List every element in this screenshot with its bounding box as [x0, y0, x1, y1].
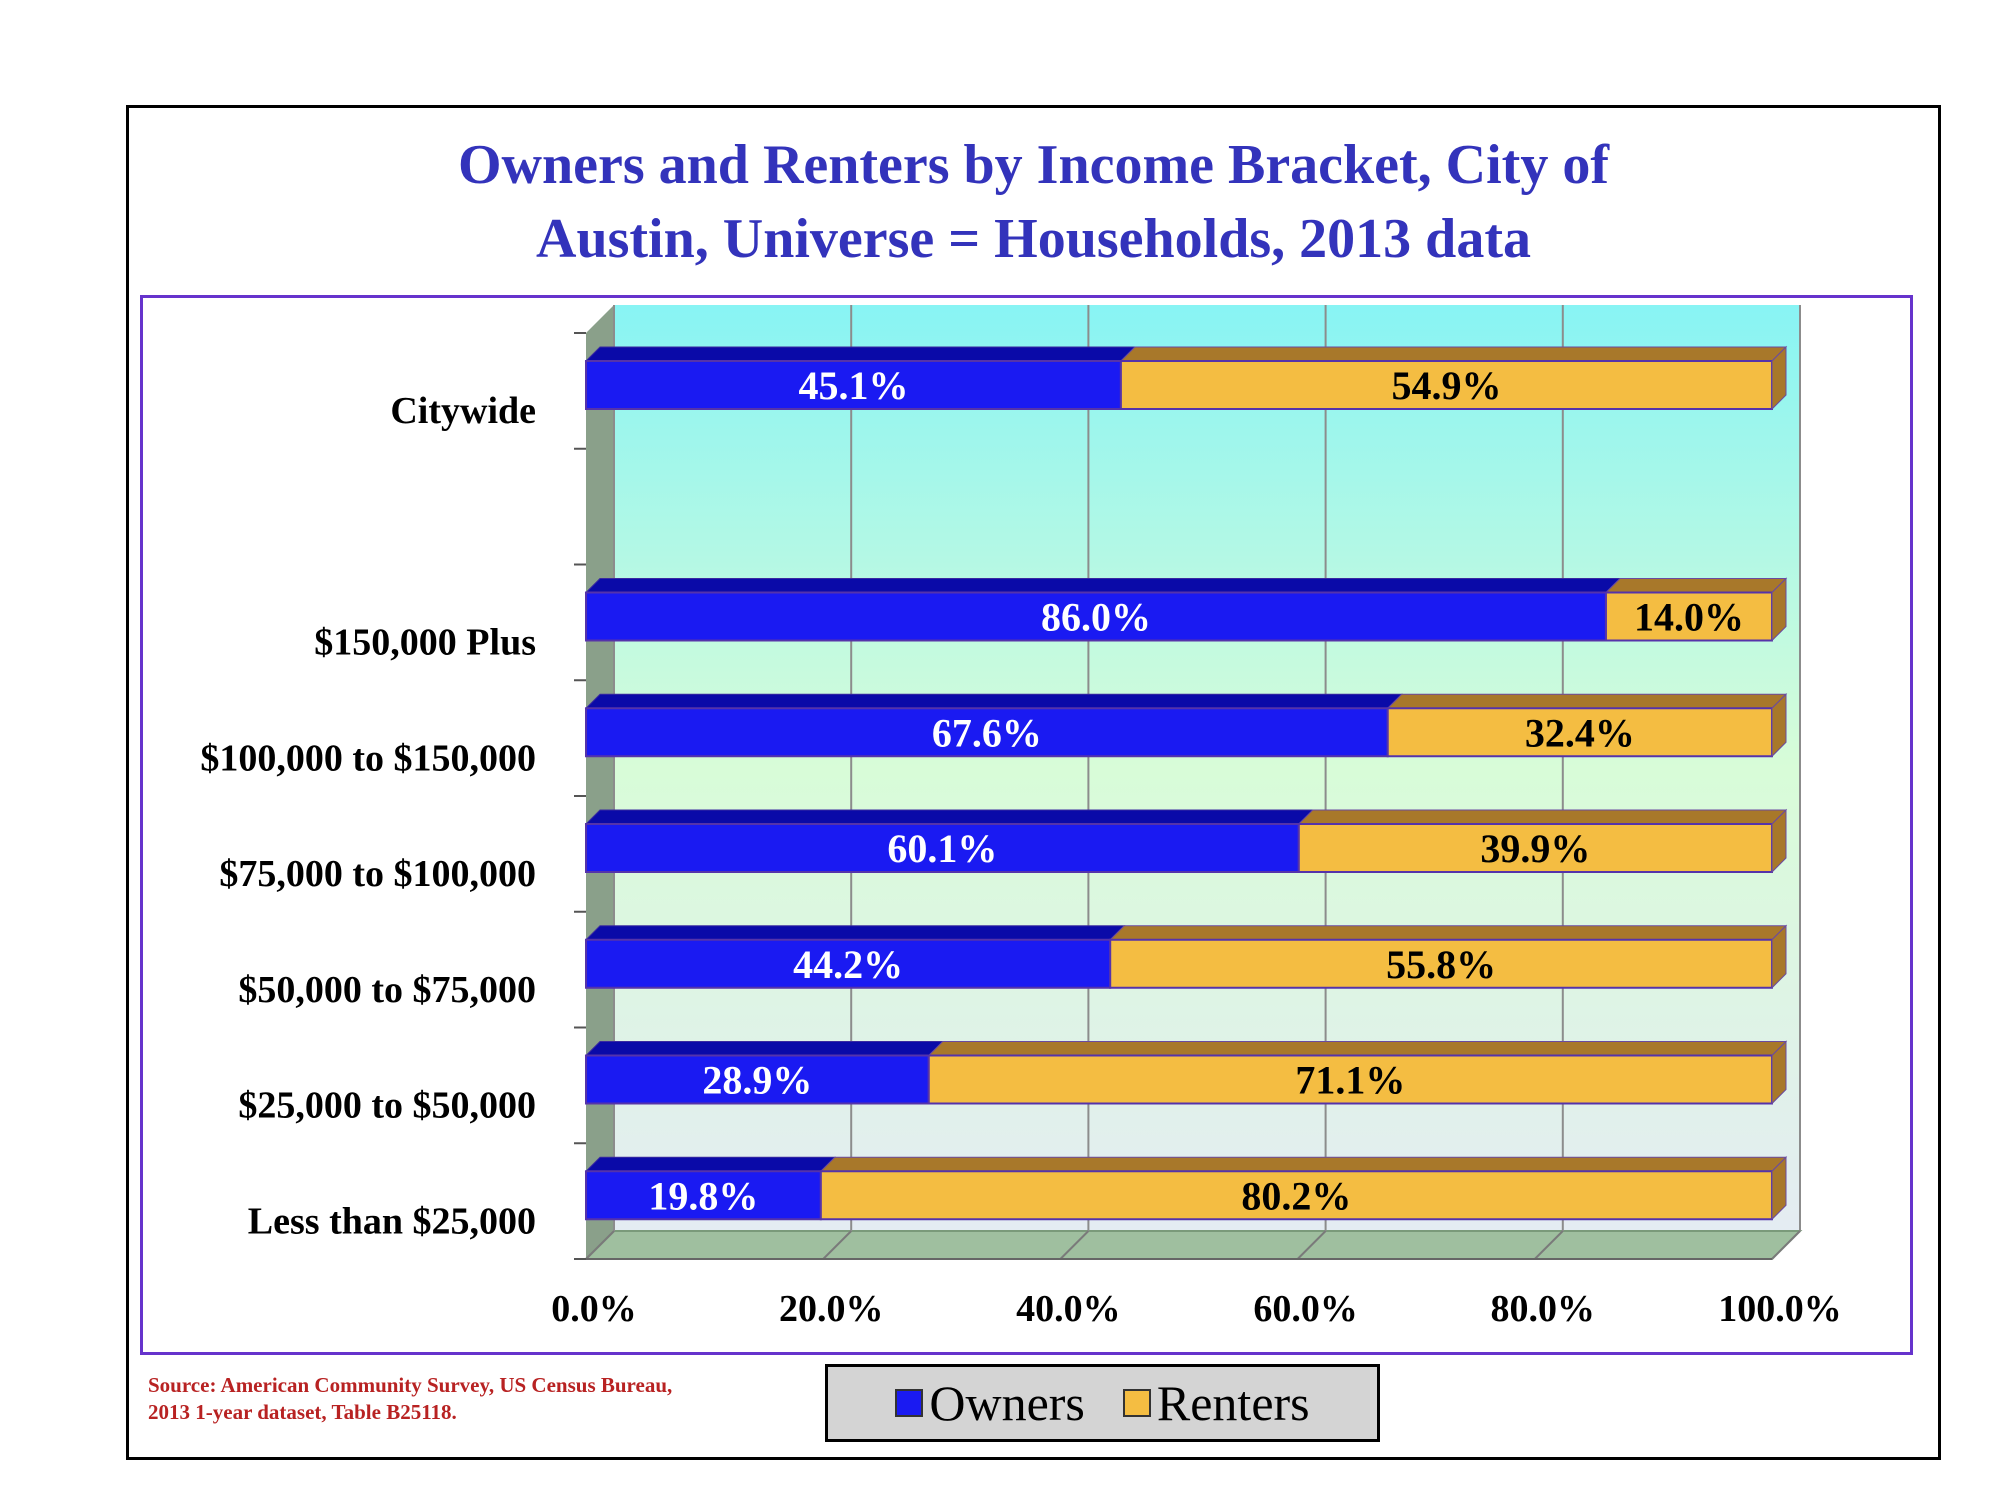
bar-end-cap [1771, 1040, 1787, 1105]
source-note: Source: American Community Survey, US Ce… [148, 1372, 672, 1426]
x-tick-label: 40.0% [1016, 1288, 1121, 1330]
data-label-renters: 55.8% [1386, 942, 1496, 987]
bar-owners [585, 707, 1389, 758]
data-label-owners: 28.9% [702, 1058, 812, 1103]
x-tick-label: 80.0% [1491, 1288, 1596, 1330]
floor-tick-line [1296, 1230, 1327, 1260]
x-tick-label: 100.0% [1718, 1288, 1842, 1330]
x-tick-label: 20.0% [779, 1288, 884, 1330]
chart-title: Owners and Renters by Income Bracket, Ci… [126, 128, 1941, 276]
data-label-renters: 80.2% [1241, 1173, 1351, 1218]
legend-item-owners: Owners [895, 1374, 1085, 1432]
bar-end-cap [1771, 808, 1787, 874]
legend-label-renters: Renters [1156, 1375, 1310, 1431]
category-label: $50,000 to $75,000 [238, 969, 536, 1011]
bar-owners-top [584, 578, 1622, 593]
bar-renters-top [1109, 925, 1788, 941]
data-label-owners: 67.6% [932, 710, 1042, 755]
bar-end-cap [1771, 924, 1787, 989]
bar-renters [1386, 707, 1773, 758]
source-line-1: Source: American Community Survey, US Ce… [148, 1373, 673, 1397]
data-label-owners: 86.0% [1041, 595, 1151, 640]
category-label: Citywide [390, 390, 536, 432]
bar-end-cap [1771, 693, 1787, 758]
data-label-renters: 71.1% [1295, 1058, 1405, 1103]
floor-tick-line [1771, 1230, 1801, 1260]
legend-swatch-owners [895, 1389, 924, 1417]
bar-owners [585, 1170, 822, 1221]
floor-tick-line [822, 1230, 852, 1260]
data-label-renters: 14.0% [1634, 595, 1744, 640]
bar-renters-top [1119, 346, 1788, 362]
category-label: $100,000 to $150,000 [200, 737, 536, 779]
bar-renters [1297, 823, 1773, 873]
data-label-renters: 32.4% [1525, 710, 1635, 755]
bar-owners [585, 591, 1607, 642]
category-label: Less than $25,000 [248, 1200, 536, 1242]
legend-label-owners: Owners [929, 1375, 1085, 1431]
bar-owners [585, 823, 1300, 873]
bar-renters [1109, 938, 1774, 989]
bar-renters-top [1386, 693, 1788, 709]
bar-owners-top [584, 1156, 837, 1172]
legend-item-renters: Renters [1122, 1374, 1310, 1432]
bar-renters-top [819, 1156, 1788, 1172]
bar-end-cap [1771, 577, 1787, 642]
bar-owners-top [584, 925, 1126, 941]
chart-side-wall [586, 305, 614, 1259]
legend: Owners Renters [825, 1364, 1380, 1442]
bar-owners-top [584, 809, 1314, 825]
x-tick-label: 60.0% [1253, 1288, 1358, 1330]
floor-tick-line [585, 1230, 615, 1260]
bar-renters-top [927, 1041, 1788, 1056]
floor-tick-line [1059, 1230, 1090, 1260]
data-label-owners: 60.1% [887, 826, 997, 871]
bar-owners-top [584, 1041, 944, 1056]
data-label-owners: 44.2% [793, 942, 903, 987]
plot-area-border [140, 295, 1913, 1355]
bar-end-cap [1771, 1156, 1787, 1221]
x-tick-label: 0.0% [551, 1288, 637, 1330]
source-line-2: 2013 1-year dataset, Table B25118. [148, 1400, 457, 1424]
data-label-renters: 54.9% [1391, 363, 1501, 408]
legend-swatch-renters [1122, 1389, 1151, 1417]
bar-renters [1604, 591, 1773, 642]
bar-renters [819, 1170, 1773, 1221]
chart-title-line-2: Austin, Universe = Households, 2013 data [536, 208, 1531, 270]
bar-end-cap [1771, 345, 1787, 411]
category-label: $25,000 to $50,000 [238, 1085, 536, 1127]
category-label: $150,000 Plus [314, 622, 536, 664]
bar-owners-top [584, 693, 1403, 709]
bar-renters-top [1297, 809, 1788, 825]
data-label-owners: 19.8% [648, 1173, 758, 1218]
bar-renters [1119, 360, 1773, 410]
bar-renters-top [1604, 578, 1788, 593]
chart-floor [583, 1230, 1803, 1260]
data-label-renters: 39.9% [1480, 826, 1590, 871]
floor-tick-line [1534, 1230, 1564, 1260]
bar-owners-top [584, 346, 1137, 362]
bar-renters [927, 1054, 1773, 1105]
category-label: $75,000 to $100,000 [219, 853, 536, 895]
chart-title-line-1: Owners and Renters by Income Bracket, Ci… [458, 134, 1609, 196]
data-label-owners: 45.1% [798, 363, 908, 408]
chart-back-wall [614, 305, 1800, 1231]
